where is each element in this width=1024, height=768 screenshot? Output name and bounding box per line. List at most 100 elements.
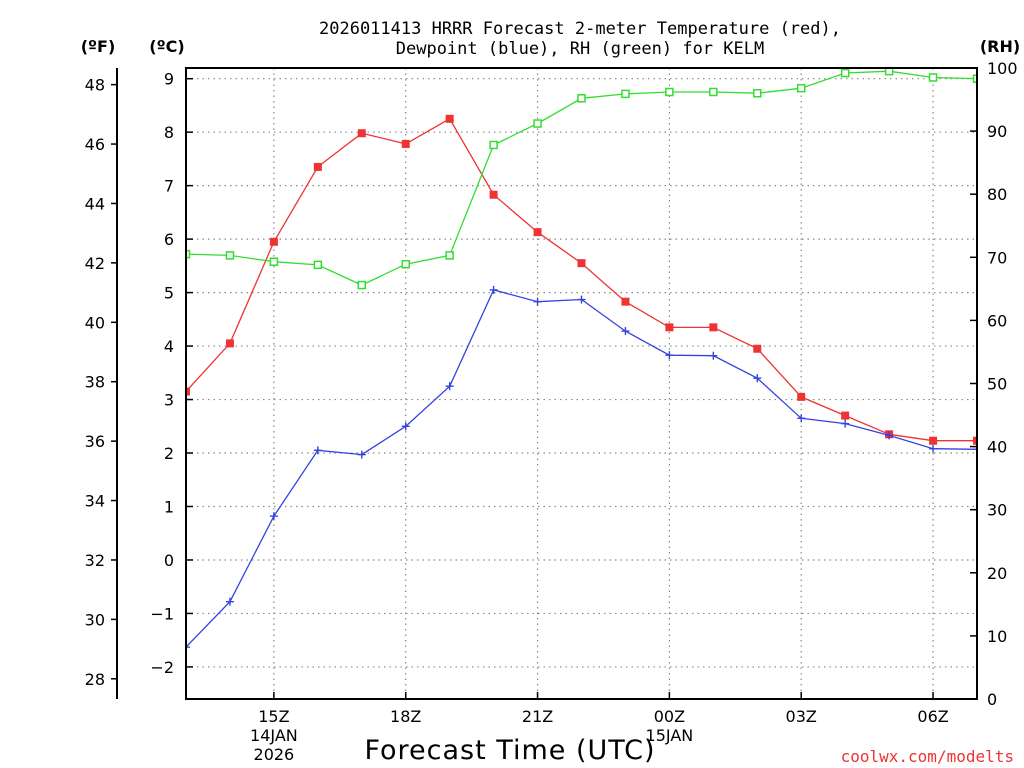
fahrenheit-tick-label: 44: [85, 194, 105, 213]
celsius-tick-label: 2: [164, 444, 174, 463]
celsius-tick-label: 4: [164, 337, 174, 356]
rh-unit-label: (RH): [980, 37, 1020, 56]
grid-lines: [186, 68, 977, 699]
rh-point: [489, 140, 498, 150]
temperature-point: [357, 129, 366, 138]
temperature-point: [445, 114, 454, 123]
dewpoint-line: [186, 289, 977, 648]
dewpoint-point: [885, 431, 894, 440]
rh-point: [401, 259, 410, 269]
x-tick-year: 2026: [254, 745, 295, 764]
celsius-tick-label: 3: [164, 391, 174, 410]
fahrenheit-unit-label: (ºF): [81, 37, 116, 56]
x-tick-label: 06Z: [917, 707, 948, 726]
celsius-tick-label: −1: [150, 604, 174, 623]
rh-point: [972, 74, 977, 83]
dewpoint-point: [186, 643, 190, 652]
dewpoint-point: [577, 295, 586, 304]
rh-tick-label: 50: [987, 375, 1007, 394]
temperature-point: [577, 259, 586, 268]
dewpoint-series: [186, 285, 977, 652]
dewpoint-point: [753, 374, 762, 383]
rh-point: [796, 83, 806, 93]
dewpoint-point: [445, 382, 454, 391]
dewpoint-point: [973, 445, 977, 454]
temperature-point: [665, 323, 674, 332]
temperature-point: [313, 162, 322, 171]
rh-tick-label: 0: [987, 690, 997, 709]
rh-tick-label: 10: [987, 627, 1007, 646]
x-tick-date: 14JAN: [250, 726, 298, 745]
dewpoint-point: [929, 444, 938, 453]
temperature-point: [489, 190, 498, 199]
dewpoint-point: [489, 285, 498, 294]
fahrenheit-tick-label: 40: [85, 313, 105, 332]
chart-title-line-2: Dewpoint (blue), RH (green) for KELM: [396, 39, 764, 59]
rh-point: [225, 251, 235, 260]
rh-point: [621, 89, 630, 99]
dewpoint-point: [841, 419, 850, 428]
fahrenheit-tick-label: 46: [85, 135, 105, 154]
x-axis-label: Forecast Time (UTC): [364, 735, 655, 766]
rh-point: [753, 88, 762, 98]
celsius-tick-label: 6: [164, 230, 174, 249]
dewpoint-point: [709, 351, 718, 360]
fahrenheit-tick-label: 32: [85, 551, 105, 570]
rh-tick-label: 30: [987, 501, 1007, 520]
x-tick-label: 21Z: [522, 707, 553, 726]
celsius-tick-label: 7: [164, 177, 174, 196]
chart-title-line-1: 2026011413 HRRR Forecast 2-meter Tempera…: [319, 19, 841, 39]
dewpoint-point: [225, 597, 234, 606]
temperature-point: [621, 297, 630, 306]
rh-point: [357, 280, 367, 290]
x-tick-date: 15JAN: [646, 726, 694, 745]
temperature-point: [929, 436, 938, 445]
temperature-point: [841, 411, 850, 420]
temperature-point: [533, 228, 542, 237]
celsius-tick-label: 8: [164, 123, 174, 142]
dewpoint-point: [797, 414, 806, 423]
temperature-point: [269, 237, 278, 246]
dewpoint-point: [269, 512, 278, 521]
rh-tick-label: 40: [987, 438, 1007, 457]
celsius-tick-label: 5: [164, 284, 174, 303]
rh-point: [186, 249, 191, 259]
fahrenheit-tick-label: 42: [85, 254, 105, 273]
x-tick-label: 18Z: [390, 707, 421, 726]
rh-tick-label: 80: [987, 185, 1007, 204]
fahrenheit-tick-label: 36: [85, 432, 105, 451]
dewpoint-point: [401, 422, 410, 431]
rh-tick-label: 70: [987, 248, 1007, 267]
credit-link[interactable]: coolwx.com/modelts: [841, 747, 1014, 766]
temperature-series: [186, 114, 977, 445]
rh-tick-label: 90: [987, 122, 1007, 141]
fahrenheit-tick-label: 48: [85, 76, 105, 95]
rh-point: [577, 94, 586, 103]
temperature-point: [225, 339, 234, 348]
rh-series: [186, 66, 977, 290]
fahrenheit-tick-label: 34: [85, 492, 105, 511]
temperature-point: [973, 436, 977, 445]
rh-point: [445, 251, 454, 260]
dewpoint-point: [533, 297, 542, 306]
rh-point: [269, 257, 279, 266]
dewpoint-point: [665, 351, 674, 360]
rh-tick-label: 60: [987, 311, 1007, 330]
temperature-line: [186, 117, 977, 442]
celsius-tick-label: 1: [164, 497, 174, 516]
rh-tick-label: 20: [987, 564, 1007, 583]
fahrenheit-tick-label: 38: [85, 373, 105, 392]
x-tick-label: 03Z: [786, 707, 817, 726]
fahrenheit-tick-label: 30: [85, 610, 105, 629]
rh-point: [533, 119, 542, 128]
celsius-unit-label: (ºC): [149, 37, 184, 56]
dewpoint-point: [621, 327, 630, 336]
dewpoint-point: [357, 450, 366, 459]
data-series: [186, 66, 977, 652]
celsius-tick-label: 9: [164, 70, 174, 89]
rh-point: [709, 87, 718, 97]
temperature-point: [753, 344, 762, 353]
x-tick-label: 15Z: [258, 707, 289, 726]
